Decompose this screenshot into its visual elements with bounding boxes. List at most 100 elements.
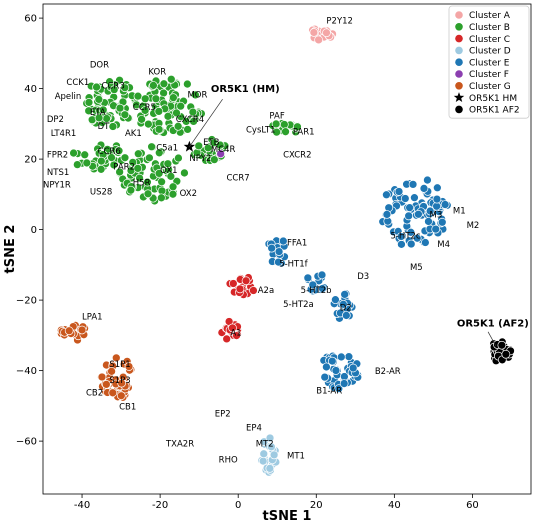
- cluster-a-point: [322, 28, 331, 38]
- cluster-b-point: [133, 91, 143, 101]
- cluster-c-point: [232, 331, 241, 340]
- cluster-e-point: [303, 273, 313, 283]
- cluster-b-point: [107, 153, 116, 162]
- cluster-b-point: [143, 189, 153, 199]
- y-tick-label: 20: [24, 155, 37, 166]
- cluster-d-point: [258, 456, 268, 466]
- cluster-b-point: [84, 98, 94, 107]
- annotation-label: M5: [410, 263, 423, 273]
- cluster-b-point: [157, 177, 166, 187]
- cluster-e-point: [408, 180, 418, 189]
- cluster-b-point: [279, 120, 289, 129]
- annotation-label: MOR: [187, 90, 207, 100]
- annotation-label: H5R: [133, 179, 151, 189]
- annotation-label: M3: [429, 210, 442, 220]
- or5k1-af2-point: [501, 349, 511, 359]
- annotation-label: DT: [98, 122, 111, 132]
- cluster-b-point: [140, 94, 150, 104]
- cluster-e-point: [336, 352, 346, 362]
- cluster-e-point: [419, 184, 429, 193]
- cluster-e-point: [341, 311, 351, 320]
- cluster-b-point: [84, 106, 94, 116]
- cluster-b-point: [203, 143, 213, 153]
- y-tick-label: −40: [16, 366, 37, 377]
- cluster-e-point: [412, 233, 422, 243]
- cluster-e-point: [394, 187, 404, 196]
- cluster-e-point: [410, 193, 419, 203]
- cluster-e-point: [340, 290, 350, 299]
- cluster-b-point: [140, 106, 150, 115]
- cluster-b-point: [154, 148, 164, 158]
- legend-marker-icon: [455, 23, 463, 31]
- cluster-b-point: [96, 164, 106, 174]
- cluster-g-point: [101, 380, 111, 389]
- cluster-e-point: [320, 372, 330, 382]
- legend-marker-icon: [455, 70, 463, 78]
- annotation-label: FPR2: [47, 150, 68, 160]
- cluster-b-point: [169, 93, 178, 102]
- cluster-c-point: [241, 276, 251, 286]
- cluster-b-point: [166, 171, 176, 181]
- cluster-e-point: [308, 280, 318, 290]
- series-cluster-a: [308, 24, 337, 45]
- series-cluster-g: [56, 321, 136, 402]
- cluster-g-point: [64, 326, 74, 336]
- annotation-label: CB1: [119, 402, 136, 412]
- cluster-e-point: [431, 224, 441, 234]
- cluster-e-point: [424, 217, 433, 226]
- annotation-label: P2Y12: [326, 16, 353, 26]
- annotation-label: C5a1: [156, 143, 178, 153]
- cluster-b-point: [281, 127, 290, 137]
- cluster-e-point: [432, 194, 442, 204]
- cluster-b-point: [154, 169, 164, 178]
- cluster-b-point: [159, 79, 169, 89]
- series-or5k1-af2: [489, 337, 515, 366]
- annotation-label: PAR1: [293, 127, 315, 137]
- annotation-label: MT2: [256, 439, 274, 449]
- cluster-b-point: [172, 108, 181, 118]
- cluster-c-point: [249, 286, 258, 295]
- cluster-g-point: [107, 366, 116, 376]
- plot-frame: [42, 3, 532, 495]
- annotation-label: CCR3: [102, 82, 125, 92]
- leader-line: [189, 98, 223, 147]
- cluster-b-point: [94, 95, 104, 104]
- series-cluster-b: [69, 74, 302, 206]
- legend-label: Cluster G: [469, 82, 511, 92]
- cluster-f-point: [216, 149, 225, 159]
- legend-label: Cluster B: [469, 23, 510, 33]
- cluster-e-point: [327, 356, 337, 366]
- annotation-label: 5-HT2c: [390, 231, 420, 241]
- legend-entry: Cluster D: [455, 47, 511, 57]
- cluster-b-point: [166, 74, 176, 84]
- annotation-label: KOR: [148, 68, 166, 78]
- annotation-label: LT4R1: [51, 129, 76, 139]
- annotation-label: S1P1: [109, 360, 130, 370]
- cluster-g-point: [108, 388, 118, 398]
- cluster-e-point: [348, 363, 358, 373]
- cluster-e-point: [432, 183, 442, 193]
- legend-entry: Cluster E: [455, 58, 510, 68]
- cluster-b-point: [133, 164, 143, 173]
- cluster-b-point: [168, 189, 178, 199]
- annotation-label: NTS1: [47, 168, 69, 178]
- leader-lines-layer: [189, 98, 497, 347]
- cluster-b-point: [180, 168, 189, 178]
- legend-label: Cluster C: [469, 35, 510, 45]
- annotation-label: MT1: [287, 452, 305, 462]
- cluster-b-point: [82, 158, 92, 168]
- legend-entry: Cluster C: [455, 34, 510, 45]
- annotation-label: DP2: [47, 115, 64, 125]
- y-tick-label: 0: [31, 225, 37, 236]
- cluster-b-point: [128, 157, 138, 167]
- cluster-b-point: [80, 150, 90, 160]
- cluster-e-point: [331, 366, 341, 375]
- legend-marker-icon: [455, 105, 463, 114]
- cluster-b-point: [72, 160, 82, 169]
- cluster-b-point: [163, 159, 173, 169]
- cluster-b-point: [163, 111, 173, 121]
- cluster-e-point: [406, 227, 416, 237]
- cluster-g-point: [77, 325, 87, 335]
- annotation-label: PAR2: [113, 163, 135, 173]
